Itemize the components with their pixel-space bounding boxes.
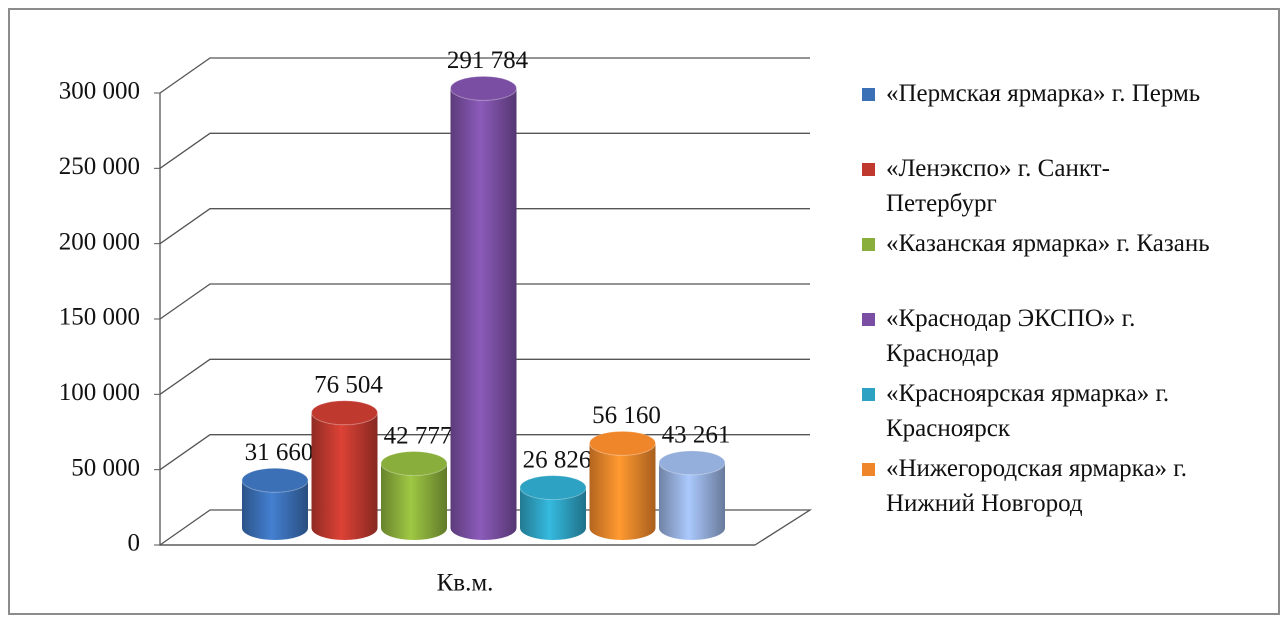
- y-tick-label: 0: [128, 530, 141, 557]
- value-label: 26 826: [523, 446, 592, 473]
- y-tick-label: 250 000: [59, 153, 140, 180]
- legend-label: «Краснодар ЭКСПО» г. Краснодар: [886, 305, 1136, 367]
- bar-top: [311, 400, 378, 426]
- value-label: 42 777: [384, 422, 453, 449]
- bar-top: [380, 451, 448, 477]
- legend-item: «Красноярская ярмарка» г. Красноярск: [860, 376, 1210, 451]
- bar: [311, 412, 378, 540]
- grid-line: [159, 132, 810, 169]
- grid-line: [159, 283, 810, 320]
- legend-swatch: [862, 163, 875, 176]
- legend-swatch: [862, 88, 875, 101]
- value-label: 56 160: [592, 402, 661, 429]
- legend-label: «Красноярская ярмарка» г. Красноярск: [886, 380, 1170, 442]
- bar: [381, 463, 447, 540]
- bar-top: [519, 475, 587, 501]
- bar-top: [450, 75, 517, 101]
- value-label: 76 504: [314, 371, 383, 398]
- legend-item: «Пермская ярмарка» г. Пермь: [860, 76, 1210, 151]
- value-label: 43 261: [662, 422, 731, 449]
- legend: «Пермская ярмарка» г. Пермь «Ленэкспо» г.…: [860, 76, 1210, 526]
- legend-item: «Нижегородская ярмарка» г. Нижний Новгор…: [860, 451, 1210, 526]
- legend-label: «Пермская ярмарка» г. Пермь: [886, 80, 1201, 107]
- grid-line: [159, 358, 810, 395]
- legend-swatch: [862, 388, 875, 401]
- bar: [659, 462, 725, 540]
- grid-line: [159, 57, 810, 94]
- y-tick-label: 50 000: [71, 454, 140, 481]
- legend-swatch: [862, 238, 875, 251]
- y-tick-label: 100 000: [59, 379, 140, 406]
- legend-item: «Казанская ярмарка» г. Казань: [860, 226, 1210, 301]
- legend-label: «Казанская ярмарка» г. Казань: [886, 230, 1210, 257]
- value-label: 291 784: [447, 47, 529, 74]
- bar: [242, 480, 308, 540]
- bar-top: [241, 467, 309, 493]
- legend-item: «Краснодар ЭКСПО» г. Краснодар: [860, 301, 1210, 376]
- legend-label: «Ленэкспо» г. Санкт-Петербург: [886, 155, 1110, 217]
- y-tick-label: 150 000: [59, 304, 140, 331]
- value-label: 31 660: [245, 439, 314, 466]
- grid-line: [159, 208, 810, 245]
- y-tick-label: 200 000: [59, 228, 140, 255]
- y-tick-label: 300 000: [59, 78, 140, 105]
- bar-top: [589, 430, 656, 456]
- bar: [520, 487, 586, 540]
- bar: [589, 443, 656, 540]
- legend-swatch: [862, 463, 875, 476]
- legend-item: «Ленэкспо» г. Санкт-Петербург: [860, 151, 1210, 226]
- legend-label: «Нижегородская ярмарка» г. Нижний Новгор…: [886, 455, 1187, 517]
- x-tick-label: Кв.м.: [437, 570, 494, 597]
- bar: [450, 88, 517, 540]
- bar-top: [658, 450, 726, 476]
- frame: [8, 8, 1280, 615]
- legend-swatch: [862, 313, 875, 326]
